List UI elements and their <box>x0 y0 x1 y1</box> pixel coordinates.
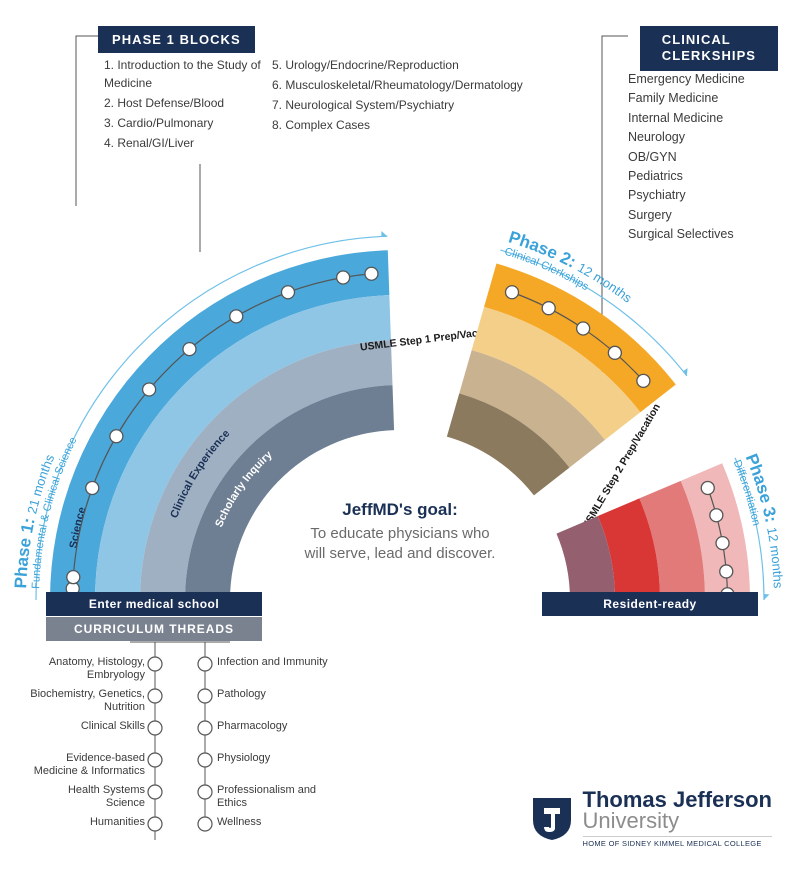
thread-item: Clinical Skills <box>30 720 145 733</box>
block-item: 2. Host Defense/Blood <box>104 94 264 112</box>
resident-ready-label: Resident-ready <box>542 592 758 616</box>
clerkship-item: Emergency Medicine <box>628 70 778 89</box>
goal-statement: JeffMD's goal: To educate physicians who… <box>300 500 500 563</box>
goal-body: To educate physicians who will serve, le… <box>300 524 500 563</box>
thread-item: Professionalism and Ethics <box>217 784 332 810</box>
block-item: 1. Introduction to the Study of Medicine <box>104 56 264 92</box>
thread-item: Evidence-based Medicine & Informatics <box>30 752 145 778</box>
thread-item: Pharmacology <box>217 720 332 733</box>
block-item: 7. Neurological System/Psychiatry <box>272 96 542 114</box>
goal-title: JeffMD's goal: <box>300 500 500 520</box>
clinical-clerkships-header: CLINICAL CLERKSHIPS <box>640 26 778 71</box>
shield-icon <box>531 796 573 842</box>
phase1-blocks-header: PHASE 1 BLOCKS <box>98 26 255 53</box>
thread-item: Wellness <box>217 816 332 829</box>
thread-item: Physiology <box>217 752 332 765</box>
thread-item: Health Systems Science <box>30 784 145 810</box>
thread-item: Humanities <box>30 816 145 829</box>
phase1-blocks-col2: 5. Urology/Endocrine/Reproduction 6. Musc… <box>272 56 542 136</box>
clerkship-item: Neurology <box>628 128 778 147</box>
block-item: 8. Complex Cases <box>272 116 542 134</box>
thread-item: Biochemistry, Genetics, Nutrition <box>30 688 145 714</box>
curriculum-threads-header: CURRICULUM THREADS <box>46 617 262 641</box>
logo-line3: HOME OF SIDNEY KIMMEL MEDICAL COLLEGE <box>583 836 773 848</box>
block-item: 5. Urology/Endocrine/Reproduction <box>272 56 542 74</box>
logo-line2: University <box>583 811 773 832</box>
clerkship-item: Internal Medicine <box>628 109 778 128</box>
block-item: 3. Cardio/Pulmonary <box>104 114 264 132</box>
thread-item: Pathology <box>217 688 332 701</box>
enter-medical-school-label: Enter medical school <box>46 592 262 616</box>
clerkship-item: Pediatrics <box>628 167 778 186</box>
phase1-blocks-col1: 1. Introduction to the Study of Medicine… <box>104 56 264 154</box>
block-item: 6. Musculoskeletal/Rheumatology/Dermatol… <box>272 76 542 94</box>
thread-item: Infection and Immunity <box>217 656 332 669</box>
clerkship-item: OB/GYN <box>628 148 778 167</box>
clerkship-item: Family Medicine <box>628 89 778 108</box>
thread-item: Anatomy, Histology, Embryology <box>30 656 145 682</box>
block-item: 4. Renal/GI/Liver <box>104 134 264 152</box>
university-logo: Thomas Jefferson University HOME OF SIDN… <box>531 790 773 848</box>
